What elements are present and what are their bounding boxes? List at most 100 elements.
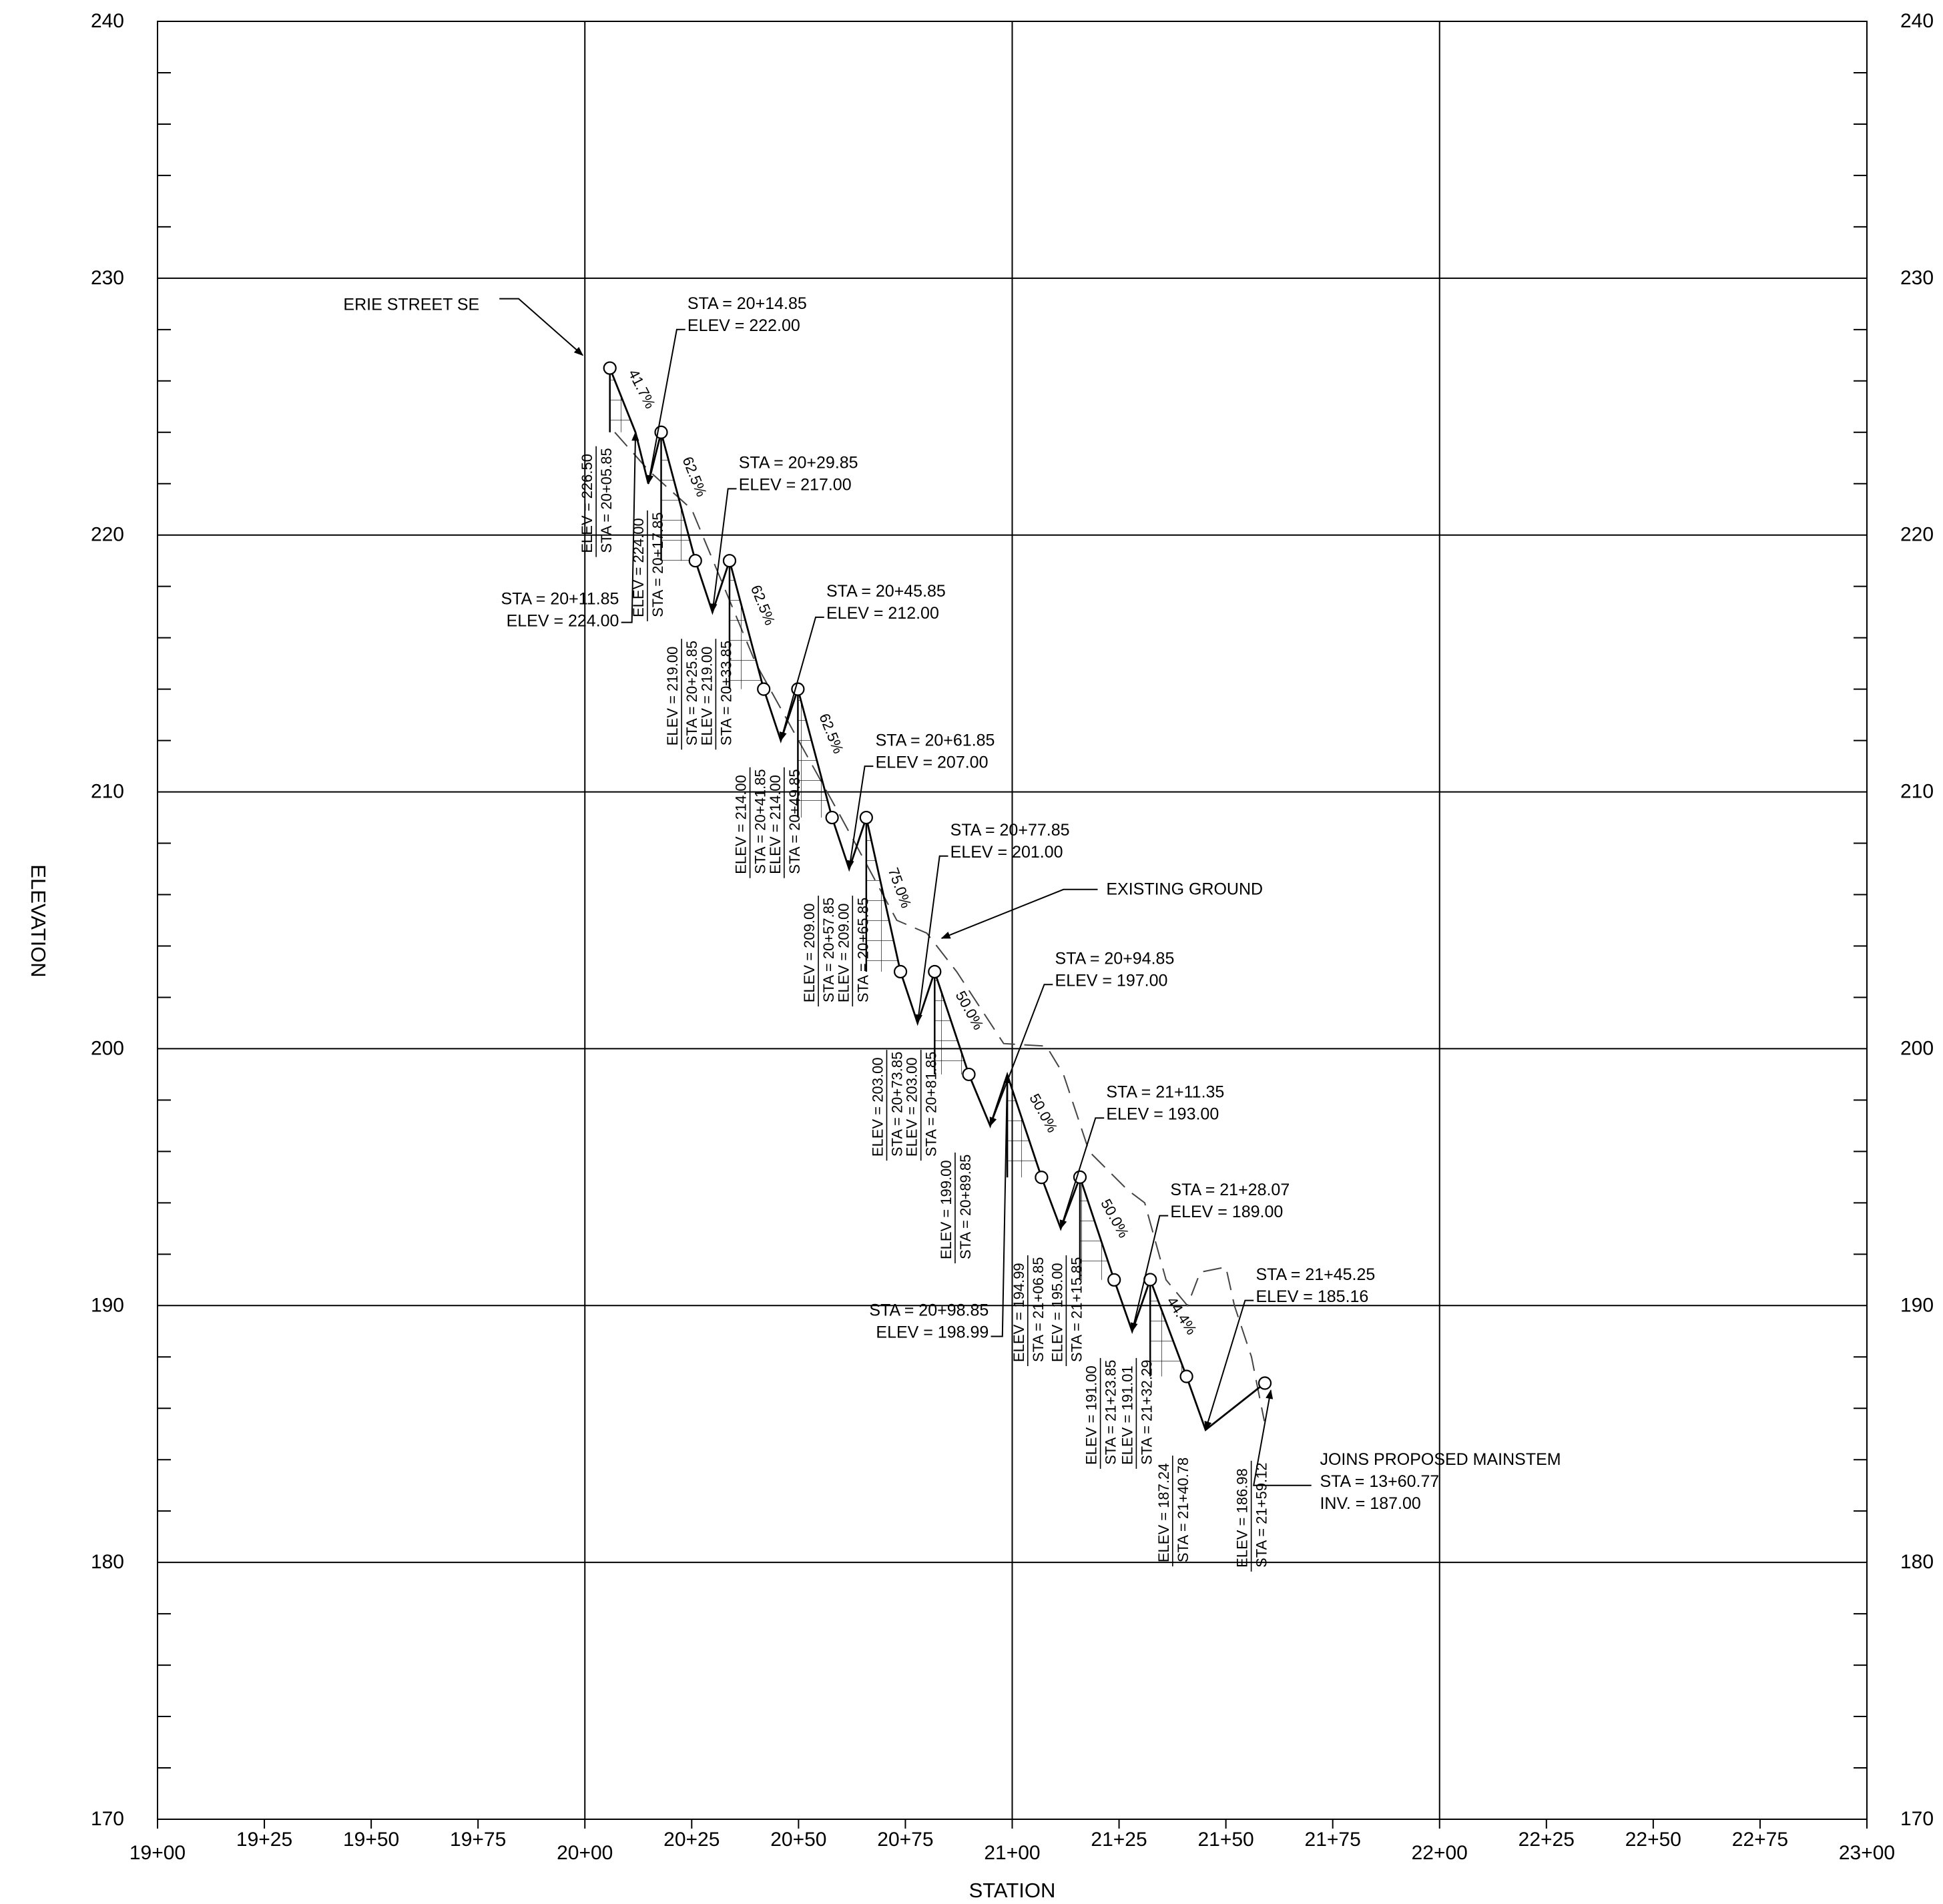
slope-label: 75.0% — [885, 866, 915, 910]
grade-break-marker — [688, 554, 702, 568]
grade-break-marker — [928, 964, 942, 979]
vertical-sta-text: STA = 20+81.85 — [923, 1052, 940, 1157]
y-tick-label-right: 220 — [1900, 524, 1934, 546]
grade-break-marker — [893, 964, 908, 979]
x-tick-label: 22+50 — [1625, 1829, 1681, 1851]
proposed-profile-line — [609, 368, 1266, 1432]
grade-break-marker — [1107, 1273, 1121, 1287]
x-tick-label: 19+75 — [450, 1829, 506, 1851]
vertical-label: ELEV = 214.00 STA = 20+41.85 — [733, 767, 769, 878]
x-axis-title: STATION — [969, 1879, 1056, 1902]
callout-leader — [846, 765, 874, 870]
vertical-elev-text: ELEV = 191.00 — [1083, 1365, 1100, 1465]
vertical-label: ELEV = 187.24 STA = 21+40.78 — [1155, 1456, 1191, 1567]
callout-station: STA = 20+98.85 — [869, 1301, 989, 1320]
y-axis-title: ELEVATION — [27, 864, 50, 977]
vertical-label: ELEV = 226.50 STA = 20+05.85 — [579, 446, 615, 557]
y-tick-label: 240 — [91, 10, 124, 32]
vertical-label: ELEV = 191.01 STA = 21+32.29 — [1119, 1357, 1155, 1469]
y-tick-label: 210 — [91, 781, 124, 803]
vertical-label: ELEV = 209.00 STA = 20+65.85 — [835, 896, 871, 1007]
vertical-sta-text: STA = 21+32.29 — [1138, 1360, 1155, 1465]
vertical-label: ELEV = 203.00 STA = 20+73.85 — [870, 1050, 906, 1161]
x-tick-label: 20+25 — [663, 1829, 720, 1851]
vertical-label: ELEV = 199.00 STA = 20+89.85 — [938, 1153, 974, 1264]
grade-break-marker — [962, 1067, 976, 1082]
grade-break-marker — [1035, 1171, 1049, 1185]
callout-elevation: ELEV = 189.00 — [1170, 1203, 1283, 1221]
existing-ground-leader — [940, 888, 1098, 939]
vertical-sta-text: STA = 20+33.85 — [718, 641, 734, 745]
grade-break-marker — [757, 682, 771, 696]
callout-elevation: ELEV = 217.00 — [739, 476, 852, 495]
vertical-elev-text: ELEV = 187.24 — [1155, 1464, 1172, 1563]
x-tick-label: 20+50 — [770, 1829, 826, 1851]
vertical-label: ELEV = 214.00 STA = 20+49.85 — [767, 767, 803, 878]
callout-elevation: ELEV = 212.00 — [826, 604, 939, 623]
vertical-elev-text: ELEV = 186.98 — [1234, 1468, 1251, 1568]
callout-leader — [1059, 1117, 1105, 1230]
callout-elevation: ELEV = 185.16 — [1256, 1287, 1368, 1306]
vertical-label: ELEV = 186.98 STA = 21+59.12 — [1234, 1460, 1270, 1572]
vertical-sta-text: STA = 20+73.85 — [889, 1052, 906, 1157]
vertical-sta-text: STA = 20+57.85 — [820, 898, 837, 1002]
profile-layer — [603, 361, 1272, 1432]
callout-elevation: ELEV = 201.00 — [950, 843, 1063, 862]
y-tick-label: 220 — [91, 524, 124, 546]
callout-station: STA = 20+45.85 — [826, 582, 946, 601]
erie-street-label: ERIE STREET SE — [343, 295, 479, 314]
vertical-sta-text: STA = 20+05.85 — [598, 448, 615, 553]
vertical-sta-text: STA = 21+06.85 — [1030, 1257, 1047, 1362]
vertical-elev-text: ELEV = 226.50 — [579, 454, 595, 553]
y-tick-label-right: 180 — [1900, 1551, 1934, 1573]
vertical-sta-text: STA = 21+40.78 — [1175, 1458, 1191, 1562]
callout-elevation: ELEV = 207.00 — [876, 753, 989, 771]
vertical-elev-text: ELEV = 219.00 — [664, 647, 681, 746]
slope-label: 50.0% — [1097, 1196, 1132, 1241]
vertical-sta-text: STA = 20+25.85 — [683, 641, 700, 745]
grid-layer — [157, 21, 1868, 1829]
callout-elevation: ELEV = 224.00 — [507, 612, 619, 631]
vertical-elev-text: ELEV = 219.00 — [698, 647, 715, 746]
vertical-sta-text: STA = 21+59.12 — [1254, 1462, 1270, 1567]
vertical-sta-text: STA = 20+89.85 — [957, 1155, 974, 1259]
slope-label: 62.5% — [748, 583, 779, 627]
callout-leader — [1130, 1215, 1169, 1333]
existing-ground-line — [614, 432, 1266, 1421]
callout-elevation: ELEV = 198.99 — [876, 1323, 989, 1342]
vertical-label: ELEV = 209.00 STA = 20+57.85 — [801, 896, 837, 1007]
y-tick-label: 170 — [91, 1808, 124, 1830]
mainstem-leader — [1253, 1389, 1312, 1486]
vertical-elev-text: ELEV = 194.99 — [1011, 1263, 1027, 1362]
y-tick-label: 180 — [91, 1551, 124, 1573]
vertical-elev-text: ELEV = 203.00 — [904, 1057, 920, 1157]
x-tick-label: 22+00 — [1412, 1842, 1468, 1864]
x-tick-label: 20+00 — [557, 1842, 613, 1864]
vertical-sta-text: STA = 20+49.85 — [786, 769, 803, 874]
grade-break-marker — [859, 810, 873, 825]
callout-station: STA = 20+11.85 — [501, 590, 619, 609]
x-tick-label: 21+25 — [1091, 1829, 1147, 1851]
x-tick-label: 20+75 — [877, 1829, 933, 1851]
callout-leader — [779, 616, 824, 741]
y-tick-label: 200 — [91, 1037, 124, 1059]
vertical-sta-text: STA = 20+41.85 — [752, 769, 769, 874]
callout-station: STA = 20+77.85 — [950, 821, 1070, 840]
vertical-elev-text: ELEV = 199.00 — [938, 1160, 954, 1259]
x-tick-label: 19+25 — [236, 1829, 292, 1851]
callout-station: STA = 21+28.07 — [1170, 1181, 1290, 1199]
grade-break-marker — [722, 554, 737, 568]
x-tick-label: 21+50 — [1197, 1829, 1254, 1851]
vertical-label: ELEV = 203.00 STA = 20+81.85 — [904, 1050, 940, 1161]
slope-label: 62.5% — [816, 711, 847, 755]
callout-leader — [621, 431, 639, 623]
y-tick-label-right: 190 — [1900, 1294, 1934, 1316]
slope-label: 50.0% — [952, 988, 987, 1033]
callout-station: STA = 21+45.25 — [1256, 1265, 1375, 1284]
callout-station: STA = 20+61.85 — [876, 731, 995, 749]
ground-layer — [614, 432, 1266, 1421]
vertical-elev-text: ELEV = 214.00 — [733, 775, 750, 874]
callout-leader — [914, 855, 948, 1024]
y-tick-label: 230 — [91, 267, 124, 289]
